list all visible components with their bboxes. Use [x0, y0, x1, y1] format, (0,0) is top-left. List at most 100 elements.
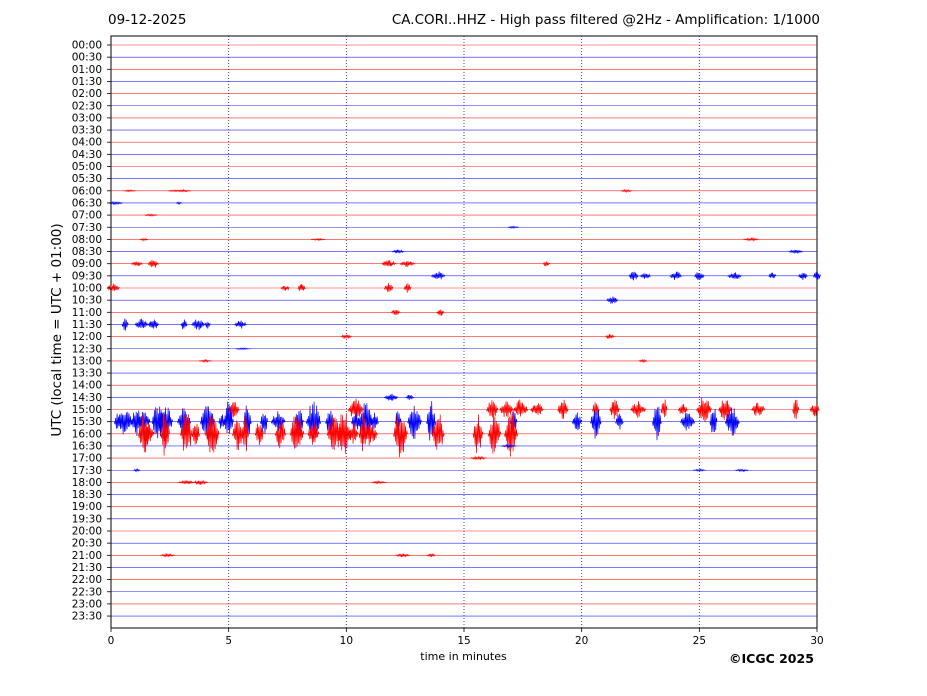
y-tick-label-20:00: 20:00 [72, 526, 102, 538]
burst-16:00-13 [336, 413, 352, 454]
burst-08:30-1 [788, 249, 803, 255]
burst-16:00-9 [274, 419, 287, 449]
burst-11:00-0 [390, 310, 401, 315]
y-tick-label-23:30: 23:30 [72, 611, 102, 623]
y-tick-label-01:30: 01:30 [72, 76, 102, 88]
burst-16:00-5 [204, 415, 220, 453]
burst-15:30-25 [615, 413, 624, 430]
y-tick-label-18:00: 18:00 [72, 477, 102, 489]
y-tick-label-21:30: 21:30 [72, 562, 102, 574]
burst-15:00-8 [609, 399, 620, 420]
burst-07:30-0 [507, 225, 520, 230]
y-tick-label-19:30: 19:30 [72, 513, 102, 525]
x-tick-label-20: 20 [575, 635, 588, 647]
y-tick-label-07:30: 07:30 [72, 222, 102, 234]
burst-06:00-0 [123, 189, 137, 193]
burst-09:30-1 [628, 271, 639, 281]
burst-12:00-0 [341, 334, 352, 340]
burst-15:00-16 [809, 403, 820, 417]
burst-21:00-1 [395, 553, 411, 558]
y-tick-label-11:00: 11:00 [72, 307, 102, 319]
burst-17:30-0 [133, 468, 141, 473]
x-tick-label-5: 5 [225, 635, 232, 647]
burst-11:00-1 [436, 309, 445, 316]
y-tick-label-14:30: 14:30 [72, 392, 102, 404]
burst-06:30-0 [108, 200, 123, 206]
burst-15:30-23 [571, 412, 583, 431]
y-tick-label-14:00: 14:00 [72, 380, 102, 392]
y-tick-label-15:30: 15:30 [72, 416, 102, 428]
burst-15:30-11 [259, 413, 268, 435]
y-tick-label-06:30: 06:30 [72, 197, 102, 209]
y-tick-label-01:00: 01:00 [72, 64, 102, 76]
y-tick-label-03:00: 03:00 [72, 112, 102, 124]
burst-16:00-21 [504, 411, 519, 457]
burst-15:00-9 [630, 401, 647, 418]
copyright-label: ©ICGC 2025 [729, 651, 814, 666]
y-tick-label-06:00: 06:00 [72, 185, 102, 197]
burst-15:00-1 [347, 398, 364, 421]
burst-15:30-21 [426, 401, 437, 441]
burst-11:30-2 [147, 319, 160, 329]
burst-15:30-4 [151, 406, 165, 439]
y-tick-label-18:30: 18:30 [72, 489, 102, 501]
burst-15:30-29 [724, 407, 740, 436]
burst-15:00-6 [557, 399, 569, 419]
burst-16:00-11 [307, 420, 320, 445]
burst-09:30-6 [768, 272, 777, 279]
burst-15:00-3 [499, 401, 514, 418]
burst-16:00-14 [348, 422, 359, 444]
y-tick-label-15:00: 15:00 [72, 404, 102, 416]
y-tick-label-20:30: 20:30 [72, 538, 102, 550]
burst-15:30-1 [116, 411, 134, 435]
burst-16:00-2 [160, 413, 170, 456]
burst-10:00-2 [297, 283, 306, 291]
burst-15:00-10 [660, 399, 668, 418]
burst-14:30-1 [405, 394, 415, 401]
y-tick-label-10:00: 10:00 [72, 283, 102, 295]
burst-21:00-2 [426, 552, 436, 558]
burst-15:30-20 [407, 405, 423, 439]
burst-16:00-4 [191, 423, 200, 445]
burst-21:00-0 [159, 552, 176, 558]
burst-15:00-5 [530, 403, 544, 415]
chart-title: CA.CORI..HHZ - High pass filtered @2Hz -… [391, 12, 820, 28]
burst-15:00-12 [696, 397, 712, 423]
burst-07:00-0 [144, 213, 158, 217]
y-tick-label-23:00: 23:00 [72, 598, 102, 610]
x-tick-label-30: 30 [810, 635, 823, 647]
burst-09:30-2 [639, 273, 651, 279]
burst-18:00-2 [371, 480, 387, 485]
burst-15:30-28 [709, 408, 718, 433]
burst-16:00-16 [361, 422, 379, 446]
burst-09:00-2 [381, 260, 396, 267]
burst-06:00-2 [176, 188, 192, 193]
burst-15:00-2 [486, 400, 499, 418]
y-tick-label-03:30: 03:30 [72, 125, 102, 137]
x-tick-label-0: 0 [108, 635, 115, 647]
burst-09:30-0 [430, 271, 446, 280]
burst-06:30-1 [176, 201, 183, 205]
burst-09:00-0 [130, 261, 143, 267]
burst-09:00-4 [542, 261, 551, 267]
y-tick-label-11:30: 11:30 [72, 319, 102, 331]
burst-15:30-18 [370, 412, 379, 430]
y-tick-label-21:00: 21:00 [72, 550, 102, 562]
burst-12:00-1 [605, 333, 615, 340]
burst-09:30-8 [812, 270, 821, 280]
burst-15:30-9 [223, 401, 234, 434]
y-tick-label-16:30: 16:30 [72, 440, 102, 452]
burst-09:00-3 [399, 260, 416, 267]
burst-15:00-15 [792, 399, 800, 420]
burst-15:30-16 [351, 411, 361, 430]
burst-11:30-0 [121, 318, 129, 331]
y-tick-label-12:30: 12:30 [72, 343, 102, 355]
burst-15:30-10 [243, 405, 252, 437]
burst-14:30-0 [383, 393, 399, 401]
y-tick-label-08:30: 08:30 [72, 246, 102, 258]
burst-15:30-15 [325, 410, 335, 431]
y-tick-label-02:00: 02:00 [72, 88, 102, 100]
burst-11:30-3 [180, 319, 188, 330]
burst-15:00-4 [512, 399, 529, 417]
